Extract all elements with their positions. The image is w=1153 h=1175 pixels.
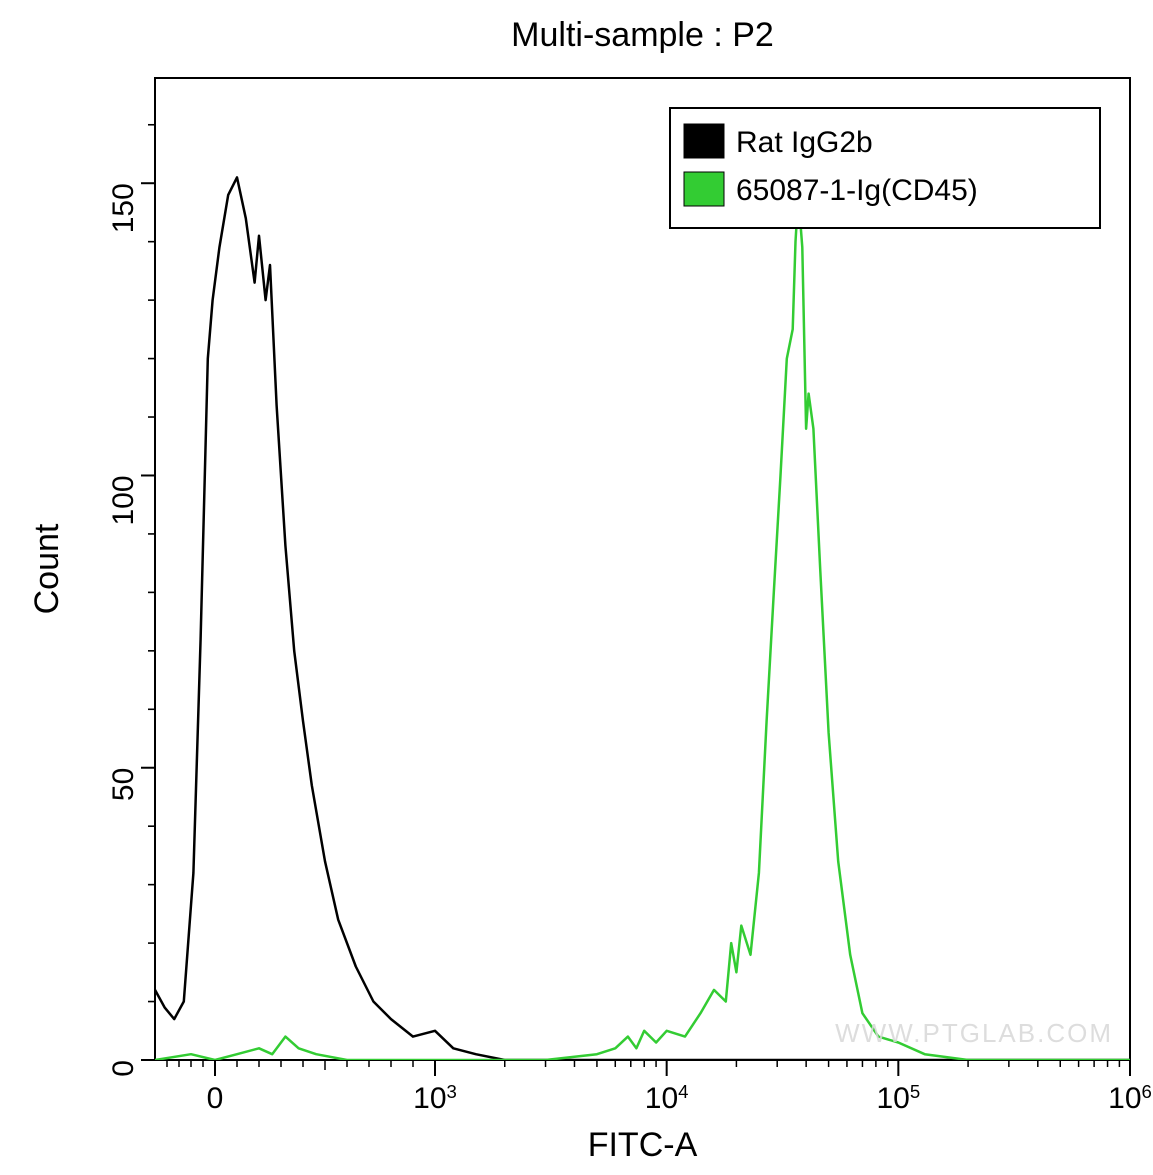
chart-wrapper: Multi-sample : P2 0 50 100 150 Count 0 103 104 10… bbox=[0, 0, 1153, 1175]
y-tick-label: 100 bbox=[107, 475, 140, 525]
x-tick-label: 0 bbox=[207, 1082, 224, 1115]
flow-cytometry-histogram: Multi-sample : P2 0 50 100 150 Count 0 103 104 10… bbox=[0, 0, 1153, 1175]
legend-label: Rat IgG2b bbox=[736, 126, 873, 159]
legend-swatch bbox=[684, 124, 724, 158]
watermark-text: WWW.PTGLAB.COM bbox=[835, 1018, 1113, 1049]
legend-swatch bbox=[684, 172, 724, 206]
chart-title: Multi-sample : P2 bbox=[511, 16, 774, 54]
x-tick-label: 106 bbox=[1108, 1081, 1152, 1116]
x-tick-label: 105 bbox=[876, 1081, 920, 1116]
legend-label: 65087-1-Ig(CD45) bbox=[736, 174, 978, 207]
x-axis-label: FITC-A bbox=[588, 1126, 698, 1164]
y-tick-label: 150 bbox=[107, 183, 140, 233]
x-tick-label: 104 bbox=[645, 1081, 689, 1116]
y-tick-label: 50 bbox=[107, 768, 140, 801]
x-tick-label: 103 bbox=[413, 1081, 457, 1116]
y-tick-label: 0 bbox=[107, 1060, 140, 1077]
y-axis-label: Count bbox=[28, 523, 66, 614]
legend-box bbox=[670, 108, 1100, 228]
